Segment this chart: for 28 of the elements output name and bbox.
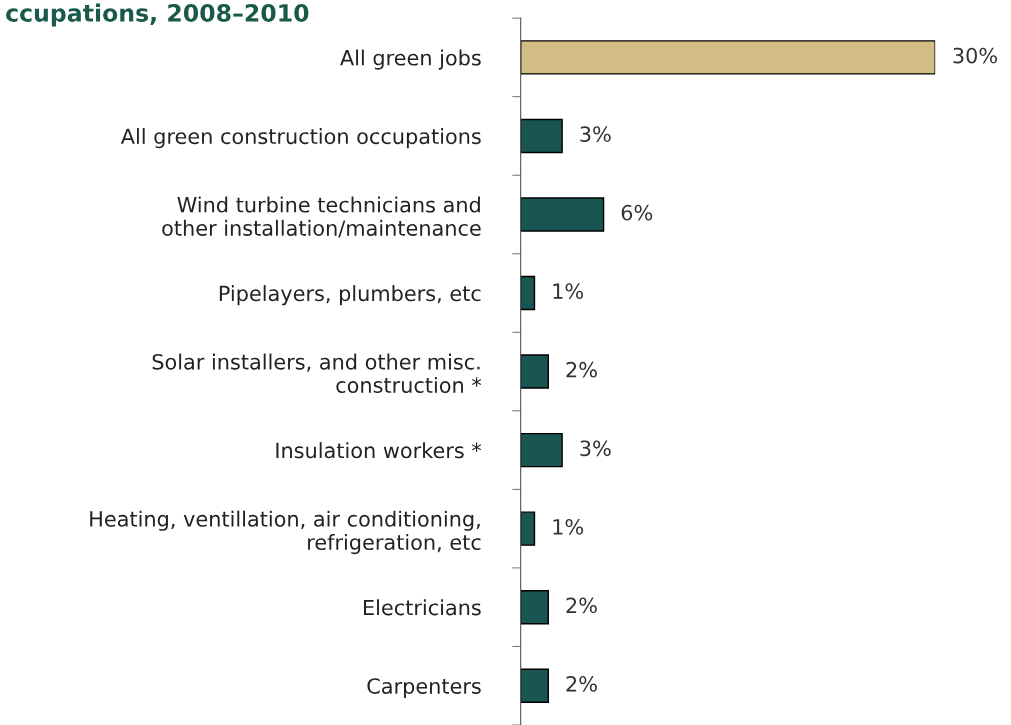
data-label: 2%	[566, 361, 597, 378]
bar	[520, 668, 549, 703]
data-label: 3%	[580, 126, 611, 142]
data-label: 1%	[553, 283, 584, 300]
y-tick-label: Carpenters	[367, 678, 481, 698]
bar	[520, 40, 936, 75]
bar	[520, 118, 563, 154]
data-label: 1%	[553, 518, 584, 535]
y-tick-label: Insulation workers *	[276, 442, 482, 459]
y-tick-label: Electricians	[364, 599, 481, 616]
y-tick-label: Pipelayers, plumbers, etc	[219, 285, 481, 306]
bar	[520, 589, 549, 625]
y-tick-label: Solar installers, and other misc. construction *	[152, 353, 482, 394]
data-label: 6%	[621, 204, 653, 221]
y-tick-label: All green construction occupations	[120, 128, 481, 149]
bar	[520, 275, 536, 311]
data-label: 30%	[953, 47, 997, 64]
bar	[520, 511, 536, 546]
bar	[520, 354, 549, 389]
y-tick-label: Wind turbine technicians and other installation/maintenance	[162, 196, 481, 238]
bar	[520, 197, 605, 232]
bar	[520, 432, 563, 468]
y-tick-label: Heating, ventillation, air conditioning, refrigeration, etc	[90, 510, 481, 555]
data-label: 2%	[566, 597, 597, 614]
data-label: 3%	[580, 440, 611, 457]
y-tick-label: All green jobs	[340, 49, 481, 70]
text: ccupations, 2008–2010	[6, 3, 309, 27]
data-label: 2%	[566, 676, 597, 692]
